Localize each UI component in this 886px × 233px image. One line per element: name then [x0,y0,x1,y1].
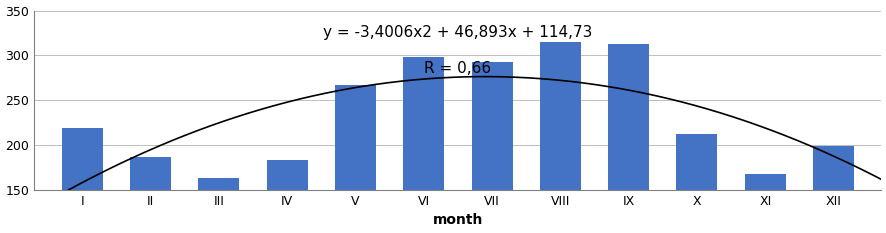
Bar [335,85,376,233]
Bar [61,128,103,233]
X-axis label: month: month [432,213,483,227]
Bar [744,174,785,233]
Bar [540,42,580,233]
Bar [471,62,512,233]
Bar [198,178,239,233]
Bar [267,160,307,233]
Bar [403,57,444,233]
Text: R = 0,66: R = 0,66 [424,61,491,76]
Bar [129,157,171,233]
Bar [608,44,649,233]
Bar [812,146,853,233]
Text: y = -3,4006x2 + 46,893x + 114,73: y = -3,4006x2 + 46,893x + 114,73 [323,25,592,40]
Bar [676,134,717,233]
